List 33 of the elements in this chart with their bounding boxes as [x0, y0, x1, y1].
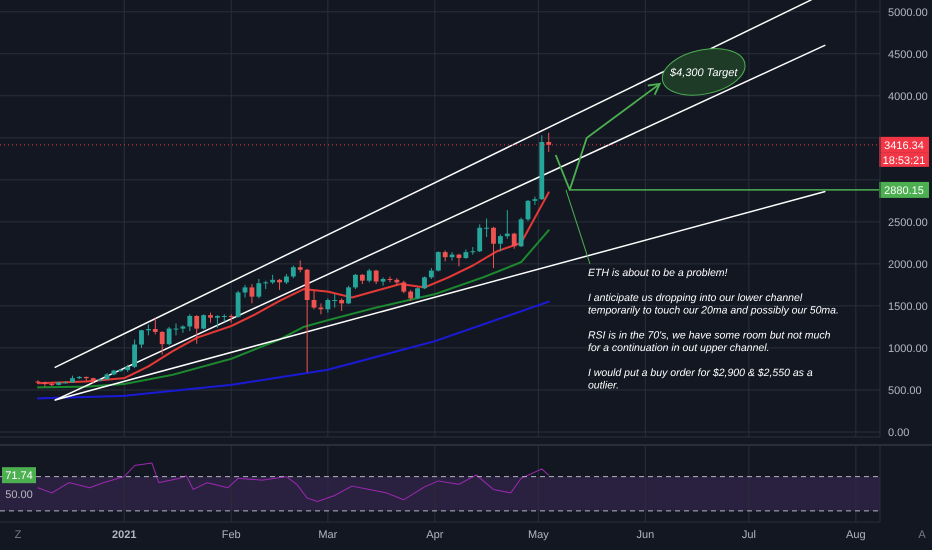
- annotation: ETH is about to be a problem!: [588, 266, 728, 279]
- annotation: temporarily to touch our 20ma and possibly our 50ma.: [588, 304, 839, 316]
- y-tick-label: 1500.00: [888, 300, 928, 313]
- annotation: outlier.: [588, 379, 620, 392]
- annotation: $4,300 Target: [668, 66, 738, 79]
- x-tick-label: 2021: [112, 529, 136, 541]
- y-tick-label: 4000.00: [888, 90, 928, 103]
- x-tick-label: Jul: [742, 529, 756, 541]
- annotation: I anticipate us dropping into our lower channel: [588, 292, 803, 304]
- annotation: RSI is in the 70's, we have some room but not much: [588, 329, 831, 342]
- y-tick-label: 1000.00: [888, 342, 928, 355]
- x-tick-label: Jun: [636, 529, 654, 541]
- x-tick-label: Feb: [222, 529, 241, 541]
- x-tick-label: Mar: [318, 529, 338, 541]
- text: A: [918, 529, 926, 541]
- y-tick-label: 2500.00: [888, 216, 928, 229]
- x-tick-label: May: [528, 529, 550, 541]
- ref-line-label: 2880.15: [884, 184, 924, 197]
- text: Z: [14, 529, 22, 541]
- annotation: I would put a buy order for $2,900 & $2,550 as a: [588, 366, 813, 379]
- x-tick-label: Aug: [846, 529, 866, 541]
- y-tick-label: 4500.00: [888, 48, 928, 61]
- y-tick-label: 50.00: [5, 488, 33, 501]
- text: 18:53:21: [882, 154, 926, 167]
- y-tick-label: 5000.00: [888, 6, 928, 19]
- oval-callout: $4,300 Target: [662, 48, 746, 96]
- y-tick-label: 500.00: [888, 384, 922, 397]
- annotation: for a continuation in out upper channel.: [588, 342, 770, 354]
- ref-line-label: 3416.34: [884, 140, 924, 152]
- x-tick-label: Apr: [426, 529, 444, 541]
- y-tick-label: 2000.00: [888, 258, 928, 271]
- y-tick-label: 0.00: [888, 426, 910, 439]
- y-tick-label: 71.74: [5, 470, 33, 482]
